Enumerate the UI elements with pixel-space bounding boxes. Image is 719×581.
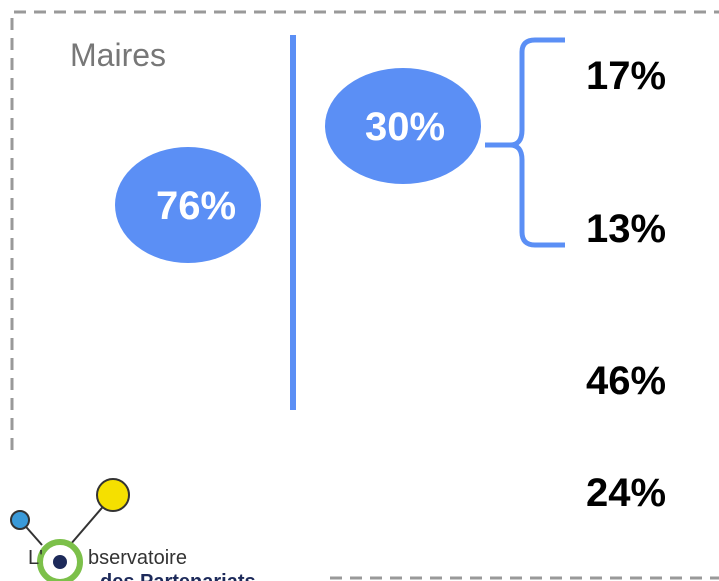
bracket <box>485 37 565 248</box>
bubble-label: 76% <box>156 184 236 228</box>
bubble <box>115 147 261 263</box>
dashed-border <box>10 10 719 450</box>
title: Maires <box>70 37 166 73</box>
value: 46% <box>586 359 666 403</box>
value: 24% <box>586 471 666 515</box>
logo-prefix: L' <box>28 547 43 569</box>
value: 13% <box>586 207 666 251</box>
bubble <box>325 68 481 184</box>
value: 17% <box>586 54 666 98</box>
logo: L' bservatoire des Partenariats <box>10 478 256 581</box>
logo-word: bservatoire <box>88 547 187 569</box>
logo-subtitle: des Partenariats <box>100 571 256 581</box>
bubble-label: 30% <box>365 105 445 149</box>
